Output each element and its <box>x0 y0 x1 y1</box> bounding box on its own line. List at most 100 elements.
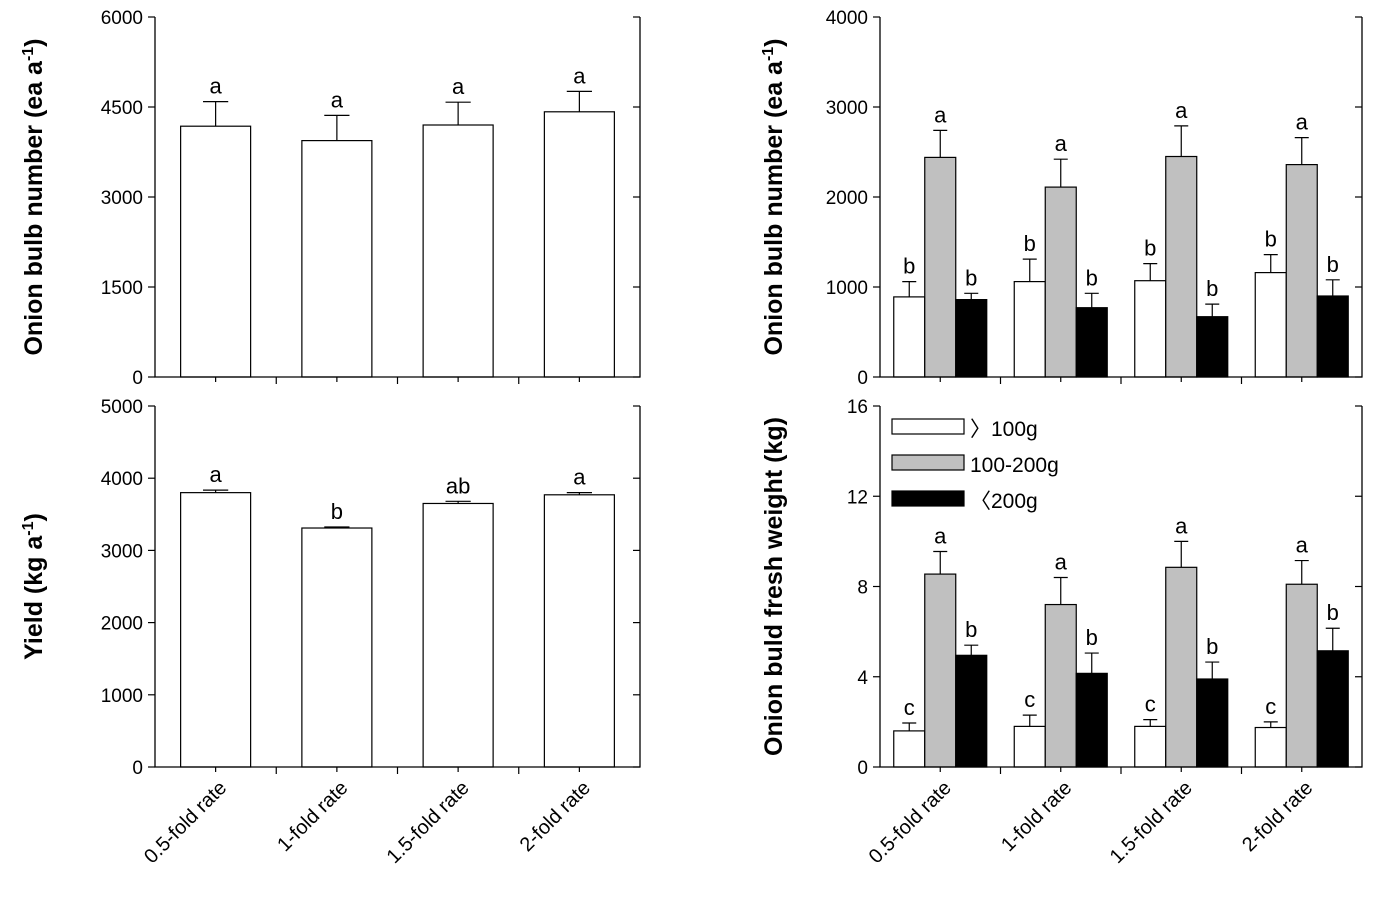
errorbar-bulb_number_by_size-s1-c3 <box>1294 137 1309 165</box>
sig-letter-fresh_weight_by_size-s2-c3: b <box>1327 600 1339 625</box>
bar-fresh_weight_by_size-s1-c0 <box>924 573 957 768</box>
chart-fresh_weight_by_size: c c c c a a a a b b b b 0 4 8 12 16 0.5-fold rate 1-fold r… <box>760 397 1363 868</box>
category-label-fresh_weight_by_size-0: 0.5-fold rate <box>865 777 956 868</box>
errorbar-bulb_number_by_size-s0-c0 <box>902 281 917 297</box>
errorbar-bulb_number_total-s0-c1 <box>324 114 350 141</box>
bar-bulb_number_by_size-s1-c2 <box>1165 155 1198 378</box>
bar-fresh_weight_by_size-s2-c1 <box>1075 672 1108 768</box>
bar-fresh_weight_by_size-s0-c2 <box>1134 725 1167 768</box>
sig-letter-bulb_number_by_size-s2-c1: b <box>1086 265 1098 290</box>
errorbar-fresh_weight_by_size-s0-c1 <box>1022 714 1037 727</box>
bar-yield-s0-c2 <box>422 502 494 768</box>
bar-bulb_number_by_size-s1-c0 <box>924 156 957 378</box>
ytick-label-fresh_weight_by_size-2: 8 <box>857 578 868 599</box>
bar-bulb_number_total-s0-c1 <box>301 140 373 378</box>
errorbar-bulb_number_by_size-s1-c1 <box>1053 158 1068 188</box>
sig-letter-yield-s0-c3: a <box>573 465 586 490</box>
ylabel-bulb_number_total: Onion bulb number (ea a-1) <box>20 38 48 355</box>
errorbar-yield-s0-c3 <box>566 492 592 495</box>
errorbar-fresh_weight_by_size-s1-c2 <box>1174 540 1189 568</box>
ytick-label-bulb_number_total-0: 0 <box>132 368 143 389</box>
bar-fresh_weight_by_size-s2-c3 <box>1316 650 1349 768</box>
ytick-label-bulb_number_by_size-3: 3000 <box>826 98 868 119</box>
bar-bulb_number_total-s0-c3 <box>543 111 615 378</box>
sig-letter-fresh_weight_by_size-s2-c2: b <box>1206 634 1218 659</box>
errorbar-fresh_weight_by_size-s1-c3 <box>1294 559 1309 585</box>
bar-bulb_number_by_size-s2-c0 <box>955 299 988 378</box>
sig-letter-bulb_number_by_size-s0-c0: b <box>903 254 915 279</box>
sig-letter-bulb_number_total-s0-c2: a <box>452 74 465 99</box>
sig-letter-bulb_number_by_size-s2-c0: b <box>965 265 977 290</box>
chart-bulb_number_by_size: b b b b a a a a b b b b 0 1000 2000 3000 4000 Onion bulb … <box>760 8 1363 389</box>
bar-bulb_number_by_size-s1-c3 <box>1285 164 1318 378</box>
bar-fresh_weight_by_size-s0-c1 <box>1013 725 1046 768</box>
ytick-label-fresh_weight_by_size-0: 0 <box>857 758 868 779</box>
errorbar-bulb_number_by_size-s1-c0 <box>933 129 948 158</box>
bar-fresh_weight_by_size-s0-c0 <box>893 730 926 768</box>
errorbar-fresh_weight_by_size-s2-c2 <box>1205 661 1220 680</box>
errorbar-bulb_number_by_size-s2-c2 <box>1205 303 1220 317</box>
errorbar-bulb_number_by_size-s2-c1 <box>1084 292 1099 308</box>
sig-letter-fresh_weight_by_size-s0-c3: c <box>1265 694 1276 719</box>
sig-letter-fresh_weight_by_size-s1-c3: a <box>1296 533 1309 558</box>
ytick-label-bulb_number_by_size-4: 4000 <box>826 8 868 29</box>
sig-letter-bulb_number_by_size-s0-c3: b <box>1265 227 1277 252</box>
bar-fresh_weight_by_size-s2-c0 <box>955 654 988 768</box>
bar-bulb_number_by_size-s0-c2 <box>1134 280 1167 378</box>
errorbar-bulb_number_total-s0-c2 <box>445 101 471 125</box>
bar-bulb_number_by_size-s0-c3 <box>1254 272 1287 378</box>
ytick-label-yield-0: 0 <box>132 758 143 779</box>
errorbar-bulb_number_by_size-s1-c2 <box>1174 125 1189 157</box>
bar-yield-s0-c3 <box>543 494 615 768</box>
errorbar-yield-s0-c2 <box>445 500 471 504</box>
errorbar-fresh_weight_by_size-s2-c1 <box>1084 652 1099 674</box>
errorbar-bulb_number_by_size-s0-c1 <box>1022 258 1037 282</box>
bar-bulb_number_by_size-s0-c1 <box>1013 281 1046 378</box>
legend: 〉100g 100-200g 〈200g <box>891 418 1059 513</box>
bar-fresh_weight_by_size-s0-c3 <box>1254 726 1287 768</box>
sig-letter-bulb_number_by_size-s1-c2: a <box>1175 98 1188 123</box>
sig-letter-yield-s0-c2: ab <box>446 473 470 498</box>
bar-yield-s0-c0 <box>180 492 252 768</box>
bar-bulb_number_total-s0-c2 <box>422 124 494 378</box>
ytick-label-bulb_number_by_size-0: 0 <box>857 368 868 389</box>
ylabel-bulb_number_by_size: Onion bulb number (ea a-1) <box>760 38 788 355</box>
errorbar-bulb_number_total-s0-c0 <box>203 101 229 127</box>
legend-label-2: 〈200g <box>970 490 1038 513</box>
sig-letter-bulb_number_total-s0-c3: a <box>573 63 586 88</box>
errorbar-yield-s0-c1 <box>324 526 350 529</box>
ytick-label-bulb_number_total-1: 1500 <box>101 278 143 299</box>
sig-letter-bulb_number_by_size-s0-c2: b <box>1144 236 1156 261</box>
sig-letter-bulb_number_by_size-s1-c3: a <box>1296 110 1309 135</box>
bar-yield-s0-c1 <box>301 527 373 768</box>
sig-letter-bulb_number_by_size-s2-c3: b <box>1327 252 1339 277</box>
bar-fresh_weight_by_size-s2-c2 <box>1196 678 1229 768</box>
errorbar-bulb_number_by_size-s0-c2 <box>1143 263 1158 281</box>
ytick-label-yield-5: 5000 <box>101 397 143 418</box>
bar-bulb_number_total-s0-c0 <box>180 125 252 378</box>
errorbar-fresh_weight_by_size-s2-c0 <box>964 644 979 656</box>
category-label-yield-3: 2-fold rate <box>516 777 595 856</box>
errorbar-fresh_weight_by_size-s0-c2 <box>1143 719 1158 727</box>
legend-label-1: 100-200g <box>970 454 1059 477</box>
sig-letter-bulb_number_by_size-s2-c2: b <box>1206 276 1218 301</box>
ylabel-yield: Yield (kg a-1) <box>20 513 48 660</box>
sig-letter-fresh_weight_by_size-s2-c1: b <box>1086 625 1098 650</box>
sig-letter-fresh_weight_by_size-s2-c0: b <box>965 617 977 642</box>
bar-fresh_weight_by_size-s1-c2 <box>1165 566 1198 768</box>
sig-letter-bulb_number_total-s0-c1: a <box>331 87 344 112</box>
legend-swatch-1 <box>891 454 965 471</box>
ytick-label-bulb_number_total-3: 4500 <box>101 98 143 119</box>
ytick-label-fresh_weight_by_size-4: 16 <box>847 397 868 418</box>
ytick-label-yield-3: 3000 <box>101 541 143 562</box>
sig-letter-bulb_number_total-s0-c0: a <box>210 74 223 99</box>
errorbar-bulb_number_total-s0-c3 <box>566 90 592 112</box>
sig-letter-fresh_weight_by_size-s0-c2: c <box>1145 692 1156 717</box>
chart-bulb_number_total: a a a a 0 1500 3000 4500 6000 Onion bulb number (… <box>20 8 641 389</box>
sig-letter-fresh_weight_by_size-s0-c0: c <box>904 695 915 720</box>
sig-letter-bulb_number_by_size-s1-c1: a <box>1055 131 1068 156</box>
bar-fresh_weight_by_size-s1-c1 <box>1044 603 1077 768</box>
ytick-label-yield-2: 2000 <box>101 614 143 635</box>
errorbar-fresh_weight_by_size-s2-c3 <box>1325 627 1340 651</box>
